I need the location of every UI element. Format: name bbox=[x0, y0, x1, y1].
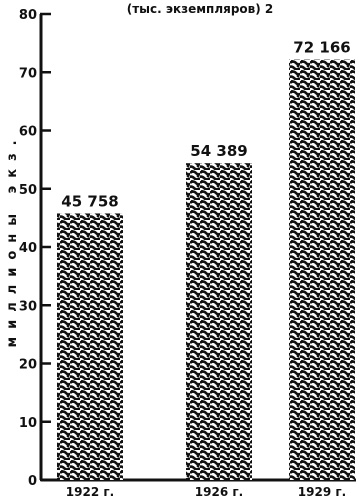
y-tick-label: 0 bbox=[28, 474, 37, 489]
y-axis-label: миллионы экз. bbox=[5, 132, 20, 347]
x-tick-label: 1929 г. bbox=[298, 485, 346, 499]
chart-title: (тыс. экземпляров) 2 bbox=[127, 2, 274, 16]
x-tick-label: 1922 г. bbox=[66, 485, 114, 499]
y-tick-label: 80 bbox=[19, 8, 37, 23]
y-tick-label: 50 bbox=[19, 183, 37, 198]
bar-data-label: 54 389 bbox=[190, 142, 247, 160]
bars: 45 758 54 389 72 166 bbox=[57, 39, 355, 480]
bar-data-label: 72 166 bbox=[293, 39, 350, 57]
y-ticks: 0 10 20 30 40 50 60 70 80 bbox=[19, 8, 51, 489]
x-tick-labels: 1922 г. 1926 г. 1929 г. bbox=[66, 485, 346, 499]
bar bbox=[289, 59, 355, 480]
y-tick-label: 60 bbox=[19, 125, 37, 140]
bar bbox=[57, 213, 123, 480]
y-tick-label: 10 bbox=[19, 416, 37, 431]
y-tick-label: 20 bbox=[19, 358, 37, 373]
bar-data-label: 45 758 bbox=[61, 192, 118, 210]
x-tick-label: 1926 г. bbox=[195, 485, 243, 499]
y-tick-label: 40 bbox=[19, 241, 37, 256]
y-tick-label: 30 bbox=[19, 299, 37, 314]
bar bbox=[186, 163, 252, 480]
y-tick-label: 70 bbox=[19, 66, 37, 81]
